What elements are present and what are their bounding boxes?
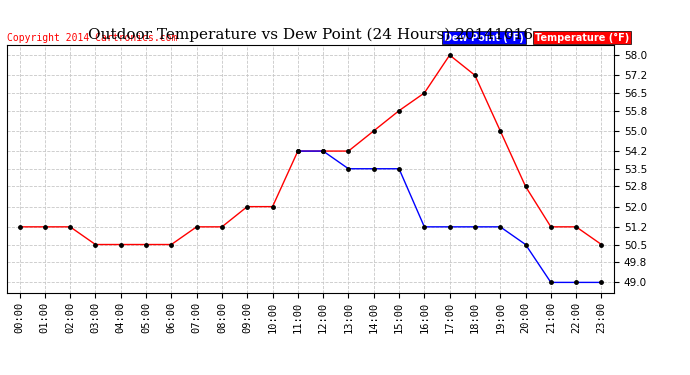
Text: Dew Point (°F): Dew Point (°F) [444,33,524,42]
Title: Outdoor Temperature vs Dew Point (24 Hours) 20141016: Outdoor Temperature vs Dew Point (24 Hou… [88,28,533,42]
Text: Copyright 2014 Cartronics.com: Copyright 2014 Cartronics.com [7,33,177,42]
Text: Temperature (°F): Temperature (°F) [535,33,629,42]
